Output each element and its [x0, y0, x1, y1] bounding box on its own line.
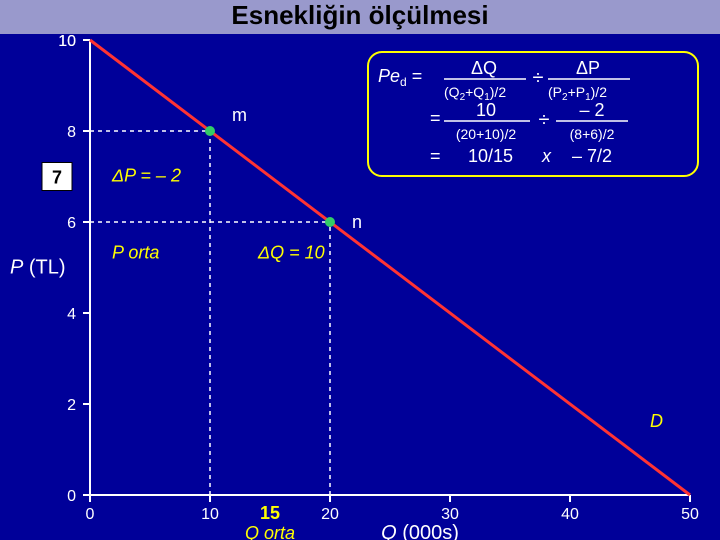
x-tick-label: 30: [441, 506, 459, 523]
formula-l3-b: – 7/2: [572, 146, 612, 166]
formula-l2-den1: (20+10)/2: [456, 126, 517, 142]
y-axis-label: P (TL): [10, 257, 66, 279]
formula-line2-eq: =: [430, 108, 441, 128]
y-tick-label: 8: [67, 124, 76, 141]
p-orta-label: P orta: [112, 242, 159, 262]
x-tick-label: 0: [86, 506, 95, 523]
delta-q-label: ΔQ = 10: [257, 242, 325, 262]
point-n-label: n: [352, 212, 362, 232]
x-tick-label: 40: [561, 506, 579, 523]
formula-l3-x: x: [541, 146, 552, 166]
formula-l3-a: 10/15: [468, 146, 513, 166]
formula-divide1: ÷: [533, 67, 544, 89]
formula-l2-den2: (8+6)/2: [570, 126, 615, 142]
chart-stage: Esnekliğin ölçülmesi 0 10 20 30 40 50 0 2 4 6 8 10 10…: [0, 0, 720, 540]
q-mid-value: 15: [260, 503, 280, 523]
x-axis-label: Q (000s): [381, 522, 459, 540]
x-tick-label: 10: [201, 506, 219, 523]
formula-l2-num2: – 2: [579, 100, 604, 120]
formula-num1: ΔQ: [471, 58, 497, 78]
demand-label: D: [650, 411, 663, 431]
x-tick-label: 20: [321, 506, 339, 523]
formula-num2: ΔP: [576, 58, 600, 78]
point-m-label: m: [232, 105, 247, 125]
point-n: [325, 217, 335, 227]
formula-line3-eq: =: [430, 146, 441, 166]
y-tick-label: 10: [58, 33, 76, 50]
x-tick-label: 50: [681, 506, 699, 523]
y-tick-label: 4: [67, 306, 76, 323]
point-m: [205, 126, 215, 136]
q-orta-label: Q orta: [245, 523, 295, 540]
p-value: 7: [52, 168, 62, 188]
formula-divide2: ÷: [539, 109, 550, 131]
chart-title: Esnekliğin ölçülmesi: [231, 0, 488, 30]
y-tick-label: 0: [67, 488, 76, 505]
y-tick-label: 2: [67, 397, 76, 414]
delta-p-label: ΔP = – 2: [111, 166, 181, 186]
y-tick-label: 6: [67, 215, 76, 232]
plot-bg: [0, 34, 720, 540]
formula-l2-num1: 10: [476, 100, 496, 120]
